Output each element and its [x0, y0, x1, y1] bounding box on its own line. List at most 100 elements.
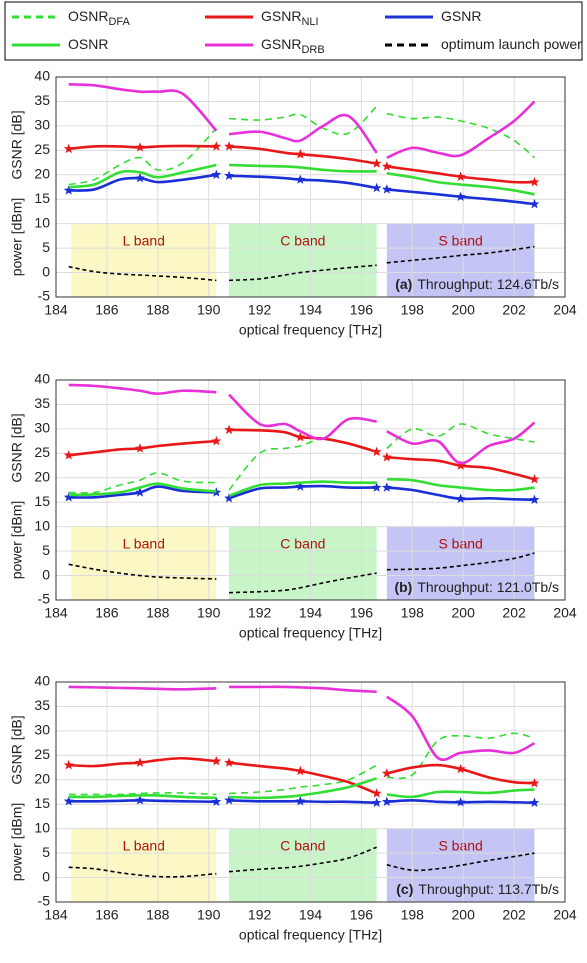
- star-marker: [135, 757, 145, 767]
- star-marker: [529, 797, 540, 807]
- annotation: (a) Throughput: 124.6Tb/s: [395, 276, 559, 292]
- star-marker: [211, 796, 222, 806]
- star-marker: [135, 795, 145, 805]
- star-marker: [529, 198, 540, 209]
- star-marker: [211, 435, 222, 446]
- annotation: (b) Throughput: 121.0Tb/s: [394, 579, 559, 595]
- star-marker: [295, 765, 306, 776]
- series-line: [68, 777, 535, 800]
- star-marker: [371, 182, 382, 193]
- star-marker: [295, 432, 306, 442]
- legend-name: OSNR: [68, 36, 108, 52]
- x-tick-label: 198: [401, 907, 425, 923]
- y-tick-label: 25: [34, 141, 50, 157]
- legend-label: GSNR: [441, 8, 481, 24]
- star-marker: [295, 149, 306, 159]
- y-tick-label: 35: [34, 395, 50, 411]
- band: [386, 526, 535, 600]
- annotation-label: (a): [395, 276, 412, 292]
- legend-name: GSNR: [441, 8, 481, 24]
- y-tick-label: 25: [34, 444, 50, 460]
- x-tick-label: 190: [197, 302, 221, 318]
- star-marker: [211, 141, 222, 151]
- y-tick-label: 25: [34, 746, 50, 762]
- legend-subscript: NLI: [301, 16, 318, 28]
- band-label: L band: [123, 535, 165, 551]
- y-tick-label: 15: [34, 190, 50, 206]
- band-label: S band: [438, 232, 482, 248]
- x-tick-label: 184: [44, 907, 68, 923]
- band: [71, 828, 217, 902]
- series-line: [68, 423, 535, 494]
- y-tick-label: 40: [34, 673, 50, 689]
- star-marker: [529, 778, 540, 788]
- y-tick-label: 30: [34, 420, 50, 436]
- y-tick-label: 30: [34, 117, 50, 133]
- annotation-label: (b): [394, 579, 412, 595]
- y-tick-label: 35: [34, 92, 50, 108]
- x-tick-label: 204: [553, 605, 577, 621]
- star-marker: [371, 788, 382, 798]
- y-tick-label: 10: [34, 819, 50, 835]
- y-tick-label: 15: [34, 795, 50, 811]
- star-marker: [63, 185, 74, 195]
- y-tick-label: 0: [42, 263, 50, 279]
- star-marker: [63, 450, 74, 460]
- x-tick-label: 202: [502, 302, 526, 318]
- x-tick-label: 188: [146, 605, 170, 621]
- star-marker: [135, 487, 145, 497]
- series-line: [68, 552, 535, 594]
- x-tick-label: 198: [401, 605, 425, 621]
- star-marker: [371, 446, 382, 457]
- axes-frame: [55, 681, 566, 903]
- star-marker: [135, 443, 145, 453]
- legend-label: GSNRDRB: [261, 36, 325, 56]
- star-marker: [381, 796, 392, 806]
- y-tick-label: 0: [42, 566, 50, 582]
- band-label: C band: [280, 837, 325, 853]
- band-label: L band: [123, 837, 165, 853]
- star-marker: [455, 763, 466, 774]
- star-marker: [371, 797, 382, 807]
- star-marker: [455, 191, 466, 201]
- star-marker: [529, 474, 540, 484]
- series-line: [68, 383, 536, 465]
- star-marker: [381, 161, 392, 171]
- series-line: [68, 732, 535, 796]
- band: [71, 526, 217, 600]
- y-tick-label: 30: [34, 722, 50, 738]
- x-tick-label: 194: [299, 907, 323, 923]
- legend-label: GSNRNLI: [261, 8, 319, 28]
- x-tick-label: 194: [299, 605, 323, 621]
- y-tick-label: 20: [34, 165, 50, 181]
- legend-name: GSNR: [261, 8, 301, 24]
- legend-subscript: DRB: [301, 44, 324, 56]
- y-tick-label: 15: [34, 493, 50, 509]
- star-marker: [224, 141, 235, 151]
- star-marker: [295, 796, 306, 806]
- y-tick-label: 5: [42, 844, 50, 860]
- x-tick-label: 200: [452, 907, 476, 923]
- x-tick-label: 194: [299, 302, 323, 318]
- y-axis-label: GSNR [dB]: [9, 110, 25, 179]
- star-marker: [295, 481, 306, 491]
- star-marker: [135, 142, 145, 152]
- x-tick-label: 188: [146, 907, 170, 923]
- band: [229, 223, 377, 297]
- legend-name: OSNR: [68, 8, 108, 24]
- y-axis-label: power [dBm]: [9, 501, 25, 580]
- legend-subscript: DFA: [108, 16, 130, 28]
- x-tick-label: 186: [95, 605, 119, 621]
- star-marker: [455, 797, 466, 807]
- x-tick-label: 202: [502, 907, 526, 923]
- star-marker: [224, 424, 235, 435]
- x-tick-label: 190: [197, 907, 221, 923]
- x-tick-label: 186: [95, 302, 119, 318]
- y-tick-label: 20: [34, 770, 50, 786]
- y-tick-label: 40: [34, 371, 50, 387]
- star-marker: [381, 184, 392, 194]
- x-tick-label: 184: [44, 605, 68, 621]
- y-tick-label: -5: [38, 288, 51, 304]
- axes-frame: [55, 379, 566, 601]
